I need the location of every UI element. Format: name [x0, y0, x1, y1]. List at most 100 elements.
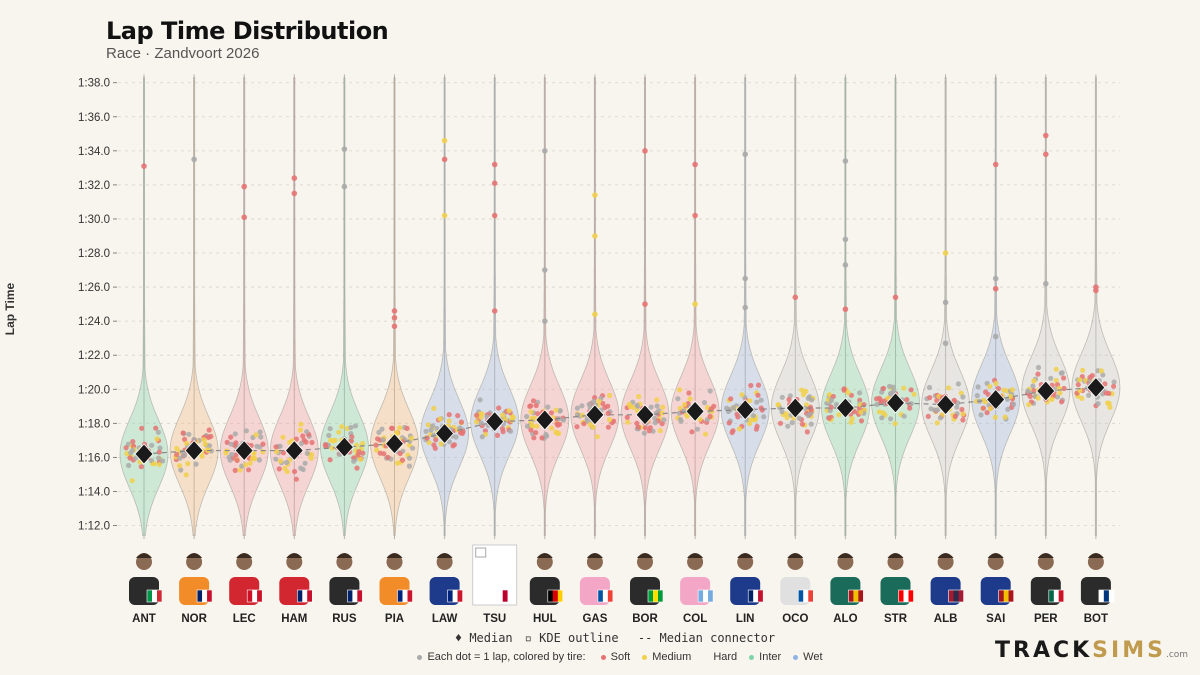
median-marker-col — [685, 400, 705, 422]
flag-stripe — [357, 590, 363, 602]
lap-dot — [1079, 395, 1085, 401]
lap-dot — [1049, 396, 1055, 402]
flag-stripe — [397, 590, 403, 602]
lap-dot — [641, 430, 648, 436]
lap-dot — [156, 449, 162, 455]
lap-dot — [298, 465, 304, 471]
lap-dot — [356, 449, 362, 455]
lap-dot — [496, 405, 502, 411]
lap-dot — [755, 382, 762, 388]
lap-dot — [1011, 401, 1017, 407]
legend-tire-dot — [642, 654, 648, 660]
lap-dot — [1106, 400, 1112, 407]
flag-stripe — [602, 590, 608, 602]
lap-dot — [1080, 367, 1086, 373]
median-marker-gas — [585, 404, 605, 426]
flag-stripe — [402, 590, 408, 602]
lap-dot — [455, 413, 461, 419]
lap-dot — [336, 429, 342, 435]
lap-dot — [777, 420, 784, 426]
median-marker-lin — [735, 399, 755, 421]
lap-dot — [975, 384, 981, 390]
lap-dot — [434, 425, 440, 432]
lap-dot — [678, 418, 684, 424]
flag-stripe — [307, 590, 313, 602]
y-tick-label: 1:20.0 — [78, 384, 110, 396]
lap-dot — [394, 430, 400, 436]
median-marker-ham — [284, 439, 304, 462]
lap-dot — [451, 442, 457, 448]
driver-hair — [1087, 553, 1104, 558]
kde-violin — [871, 77, 920, 536]
lap-dot — [327, 426, 333, 432]
driver-hair — [987, 553, 1004, 558]
lap-dot — [227, 457, 233, 463]
lap-dot — [202, 441, 208, 447]
lap-dot — [157, 445, 163, 451]
driver-hair — [536, 553, 553, 558]
lap-dot — [432, 445, 438, 451]
legend-connector: -- Median connector — [637, 631, 776, 645]
lap-dot — [960, 394, 966, 400]
lap-dot — [686, 390, 692, 396]
legend-kde: ▫ KDE outline — [524, 631, 619, 645]
lap-dot — [634, 402, 640, 408]
lap-dot — [981, 397, 987, 403]
lap-dot — [374, 447, 380, 453]
flag-border — [397, 589, 413, 603]
lap-dot — [739, 392, 745, 398]
lap-dot — [494, 432, 501, 438]
lap-dot — [1031, 388, 1037, 394]
kde-violin — [921, 77, 970, 536]
lap-dot — [1054, 394, 1061, 400]
lap-dot — [775, 402, 781, 408]
lap-dot — [406, 463, 412, 469]
lap-dot — [293, 476, 299, 482]
y-tick-label: 1:14.0 — [78, 486, 110, 498]
lap-dot — [539, 435, 545, 441]
lap-dot — [410, 445, 416, 451]
lap-dot — [687, 396, 693, 402]
lap-dot — [326, 432, 332, 438]
lap-dot — [129, 478, 135, 484]
lap-dot — [901, 385, 907, 391]
legend-tire-label: Soft — [610, 651, 631, 663]
lap-dot — [151, 461, 157, 467]
lap-dot — [399, 457, 406, 463]
lap-dot — [533, 402, 539, 409]
lap-dot — [528, 403, 534, 409]
lap-dot — [1005, 406, 1011, 412]
lap-dot — [499, 426, 506, 432]
legend-tire-wet: Wet — [793, 651, 823, 663]
lap-dot — [397, 450, 403, 457]
flag-stripe — [708, 590, 714, 602]
lap-dot — [605, 403, 611, 409]
driver-code-label: STR — [884, 613, 908, 625]
lap-dot — [754, 423, 760, 429]
driver-hair — [737, 553, 754, 558]
lap-dot — [123, 445, 129, 451]
lap-dot — [677, 387, 683, 393]
driver-card-str: STR — [880, 553, 914, 625]
flag-stripe — [202, 590, 208, 602]
flag-stripe — [748, 590, 754, 602]
lap-dot — [257, 429, 263, 435]
lap-dot — [126, 462, 132, 469]
lap-dot — [484, 414, 490, 420]
lap-dot-outlier — [592, 192, 598, 198]
lap-dot — [934, 420, 940, 426]
legend-kde-label: KDE outline — [539, 631, 619, 645]
lap-dot — [273, 456, 279, 462]
flag-stripe — [457, 590, 463, 602]
lap-dot — [229, 451, 235, 457]
legend-tire-label: Wet — [803, 651, 823, 663]
lap-dot-outlier — [441, 137, 448, 144]
lap-dot — [826, 415, 832, 421]
lap-dot — [531, 435, 537, 441]
violin-group-alb — [921, 74, 970, 540]
lap-dot — [579, 412, 586, 418]
kde-violin — [169, 77, 219, 536]
lap-dot — [935, 407, 941, 413]
driver-card-tsu: TSU — [472, 544, 518, 625]
lap-dot — [761, 414, 767, 420]
